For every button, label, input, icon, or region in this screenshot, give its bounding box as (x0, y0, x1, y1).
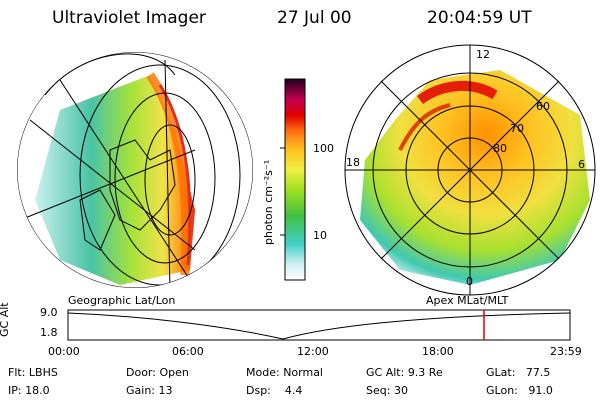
color-scale-bar (284, 78, 306, 281)
status-flt: Flt: LBHS (8, 366, 58, 379)
geographic-panel-title: Geographic Lat/Lon (68, 294, 176, 307)
mlt-label-12: 12 (476, 48, 490, 61)
mlt-label-0: 0 (466, 275, 473, 288)
status-mode: Mode: Normal (246, 366, 323, 379)
x-tick-1800: 18:00 (422, 345, 454, 358)
x-tick-2359: 23:59 (550, 345, 582, 358)
ip-value: 18.0 (25, 384, 50, 397)
date-label: 27 Jul 00 (277, 8, 352, 28)
altitude-y-max: 9.0 (40, 306, 58, 319)
status-dsp: Dsp: 4.4 (246, 384, 303, 397)
dsp-value: 4.4 (284, 384, 303, 397)
status-gain: Gain: 13 (126, 384, 173, 397)
gain-value: 13 (158, 384, 173, 397)
status-gcalt: GC Alt: 9.3 Re (366, 366, 443, 379)
seq-value: 30 (393, 384, 408, 397)
colorbar-tick-10: 10 (313, 229, 327, 242)
flt-value: LBHS (28, 366, 58, 379)
x-tick-0600: 06:00 (172, 345, 204, 358)
mlt-label-6: 6 (578, 158, 585, 171)
glat-value: 77.5 (525, 366, 551, 379)
geographic-image (17, 52, 253, 288)
colorbar-unit-label: photon cm⁻²s⁻¹ (262, 159, 275, 245)
x-tick-0000: 00:00 (48, 345, 80, 358)
altitude-y-min: 1.8 (40, 326, 58, 339)
lat-label-60: 60 (536, 100, 550, 113)
mlt-label-18: 18 (346, 156, 360, 169)
status-glon: GLon: 91.0 (486, 384, 553, 397)
mode-value: Normal (283, 366, 323, 379)
lat-label-80: 80 (493, 142, 507, 155)
colorbar-tick-100: 100 (313, 142, 334, 155)
status-door: Door: Open (126, 366, 189, 379)
polar-image (344, 44, 596, 296)
status-seq: Seq: 30 (366, 384, 408, 397)
lat-label-70: 70 (510, 122, 524, 135)
door-value: Open (159, 366, 189, 379)
altitude-axis-label: GC Alt (0, 302, 11, 337)
altitude-curve (67, 312, 571, 340)
apex-panel-title: Apex MLat/MLT (426, 294, 509, 307)
glon-value: 91.0 (528, 384, 553, 397)
altitude-plot-frame (67, 309, 571, 341)
instrument-title: Ultraviolet Imager (52, 8, 206, 28)
gcalt-value: 9.3 Re (407, 366, 443, 379)
status-ip: IP: 18.0 (8, 384, 50, 397)
x-tick-1200: 12:00 (297, 345, 329, 358)
status-glat: GLat: 77.5 (486, 366, 551, 379)
time-label: 20:04:59 UT (427, 8, 532, 28)
